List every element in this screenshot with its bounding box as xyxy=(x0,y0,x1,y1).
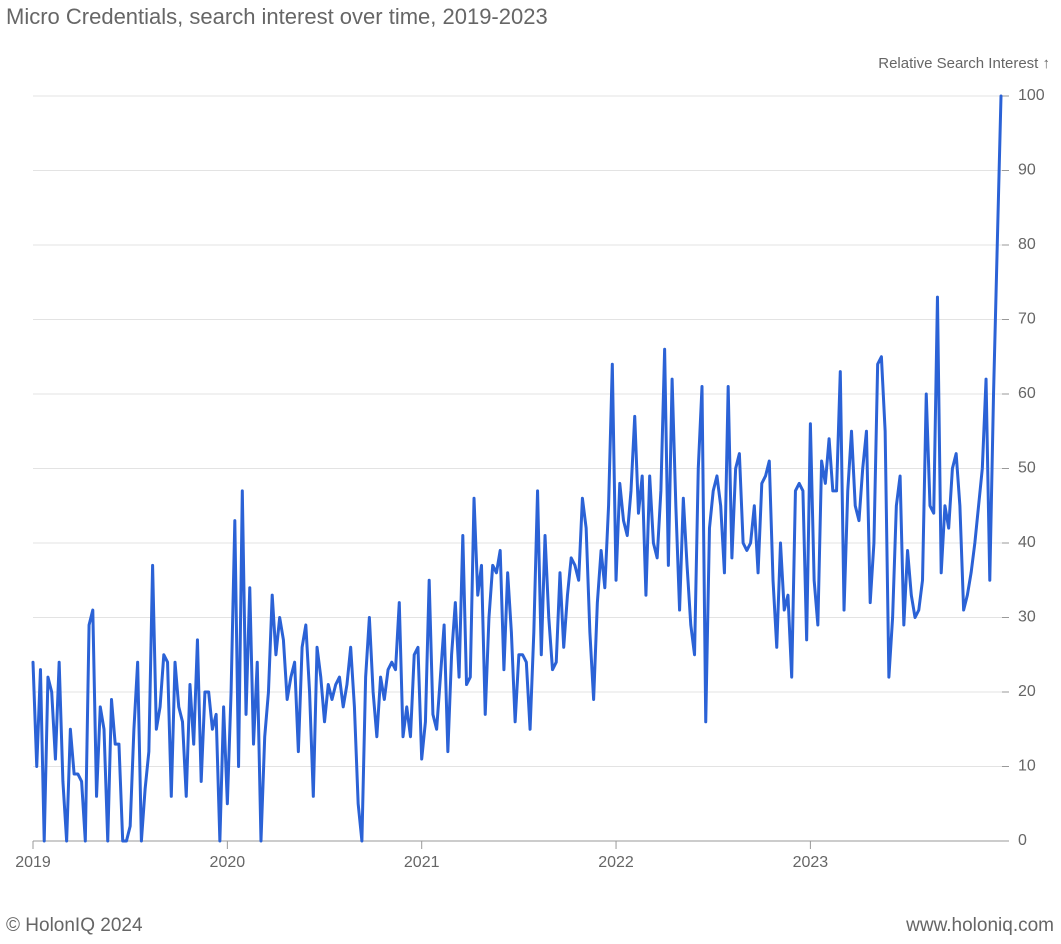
line-series xyxy=(31,94,1003,843)
y-tick-label: 0 xyxy=(1018,832,1027,849)
y-tick-label: 20 xyxy=(1018,683,1036,700)
y-tick-label: 60 xyxy=(1018,385,1036,402)
x-tick-label: 2021 xyxy=(404,854,440,871)
y-tick-label: 70 xyxy=(1018,311,1036,328)
y-axis-label: Relative Search Interest ↑ xyxy=(878,55,1050,72)
footer-right: www.holoniq.com xyxy=(905,915,1054,936)
y-tick-label: 30 xyxy=(1018,609,1036,626)
y-tick-label: 10 xyxy=(1018,758,1036,775)
y-tick-label: 80 xyxy=(1018,236,1036,253)
y-tick-label: 40 xyxy=(1018,534,1036,551)
x-tick-label: 2020 xyxy=(210,854,246,871)
x-tick-label: 2019 xyxy=(15,854,51,871)
x-tick-label: 2022 xyxy=(598,854,634,871)
y-tick-label: 100 xyxy=(1018,87,1045,104)
footer-left: © HolonIQ 2024 xyxy=(6,915,143,936)
chart-title: Micro Credentials, search interest over … xyxy=(6,4,548,29)
x-tick-label: 2023 xyxy=(793,854,829,871)
y-tick-label: 50 xyxy=(1018,460,1036,477)
y-tick-label: 90 xyxy=(1018,162,1036,179)
